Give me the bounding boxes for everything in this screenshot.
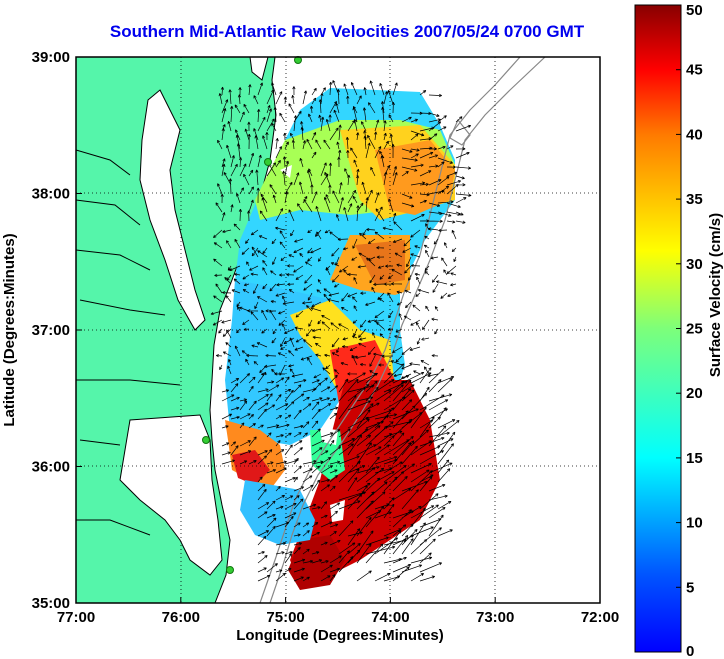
y-tick-label: 35:00 <box>32 595 70 612</box>
x-axis-ticks: 77:00 76:00 75:00 74:00 73:00 72:00 <box>57 597 619 626</box>
river-inlets <box>76 149 181 536</box>
delaware-bay <box>249 57 269 81</box>
colorbar-tick-label: 45 <box>686 62 703 79</box>
x-axis-label: Longitude (Degrees:Minutes) <box>236 627 444 644</box>
x-tick-label: 74:00 <box>371 609 409 626</box>
x-tick-label: 75:00 <box>266 609 304 626</box>
chesapeake-bay <box>139 89 206 331</box>
colorbar-tick-label: 20 <box>686 385 703 402</box>
y-tick-label: 37:00 <box>32 322 70 339</box>
x-tick-label: 72:00 <box>581 609 619 626</box>
x-tick-label: 77:00 <box>57 609 95 626</box>
y-axis-label: Latitude (Degrees:Minutes) <box>1 233 18 426</box>
x-tick-label: 73:00 <box>476 609 514 626</box>
colorbar <box>634 4 682 653</box>
y-axis-ticks: 39:00 38:00 37:00 36:00 35:00 <box>32 49 82 612</box>
colorbar-tick-label: 30 <box>686 256 703 273</box>
radar-station <box>226 566 234 574</box>
colorbar-tick-label: 15 <box>686 450 703 467</box>
colorbar-tick-label: 25 <box>686 321 703 338</box>
x-tick-label: 76:00 <box>162 609 200 626</box>
map-title: Southern Mid-Atlantic Raw Velocities 200… <box>109 22 585 41</box>
velocity-arrows <box>210 80 472 582</box>
y-tick-label: 36:00 <box>32 459 70 476</box>
colorbar-tick-label: 35 <box>686 191 703 208</box>
colorbar-tick-label: 0 <box>686 643 694 659</box>
colorbar-tick-label: 5 <box>686 579 694 596</box>
radar-station <box>264 158 272 166</box>
colorbar-tick-label: 10 <box>686 515 703 532</box>
colorbar-label: Surface Velocity (cm/s) <box>707 213 724 377</box>
velocity-vectors <box>210 80 472 582</box>
colorbar-tick-label: 50 <box>686 2 703 19</box>
y-tick-label: 39:00 <box>32 49 70 66</box>
radar-station <box>202 436 210 444</box>
y-tick-label: 38:00 <box>32 186 70 203</box>
colorbar-tick-label: 40 <box>686 126 703 143</box>
radar-stations <box>202 56 302 574</box>
